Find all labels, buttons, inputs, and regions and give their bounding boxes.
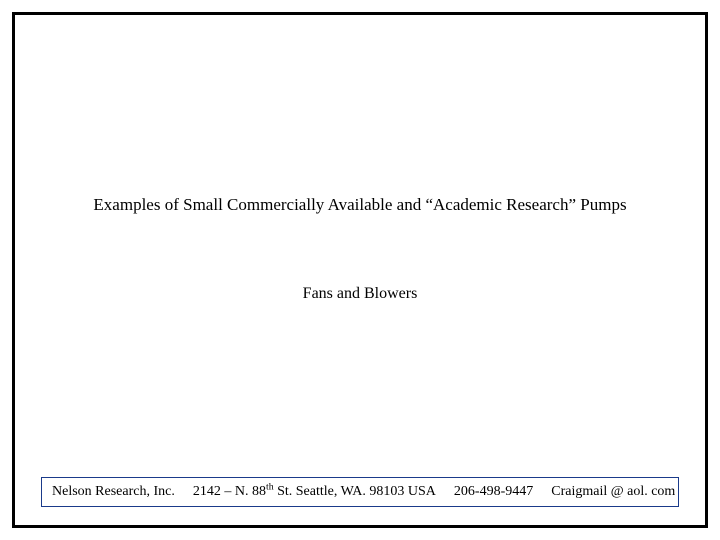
- footer-box: Nelson Research, Inc. 2142 – N. 88th St.…: [41, 477, 679, 507]
- footer-address: 2142 – N. 88th St. Seattle, WA. 98103 US…: [193, 484, 436, 500]
- footer-phone: 206-498-9447: [454, 484, 533, 500]
- slide-subtitle: Fans and Blowers: [15, 285, 705, 303]
- slide-title: Examples of Small Commercially Available…: [15, 195, 705, 215]
- footer-company: Nelson Research, Inc.: [52, 484, 175, 500]
- footer-address-post: St. Seattle, WA. 98103 USA: [274, 484, 436, 499]
- slide-frame: Examples of Small Commercially Available…: [12, 12, 708, 528]
- footer-email: Craigmail @ aol. com: [551, 484, 675, 500]
- footer-address-sup: th: [266, 481, 274, 492]
- footer-address-pre: 2142 – N. 88: [193, 484, 266, 499]
